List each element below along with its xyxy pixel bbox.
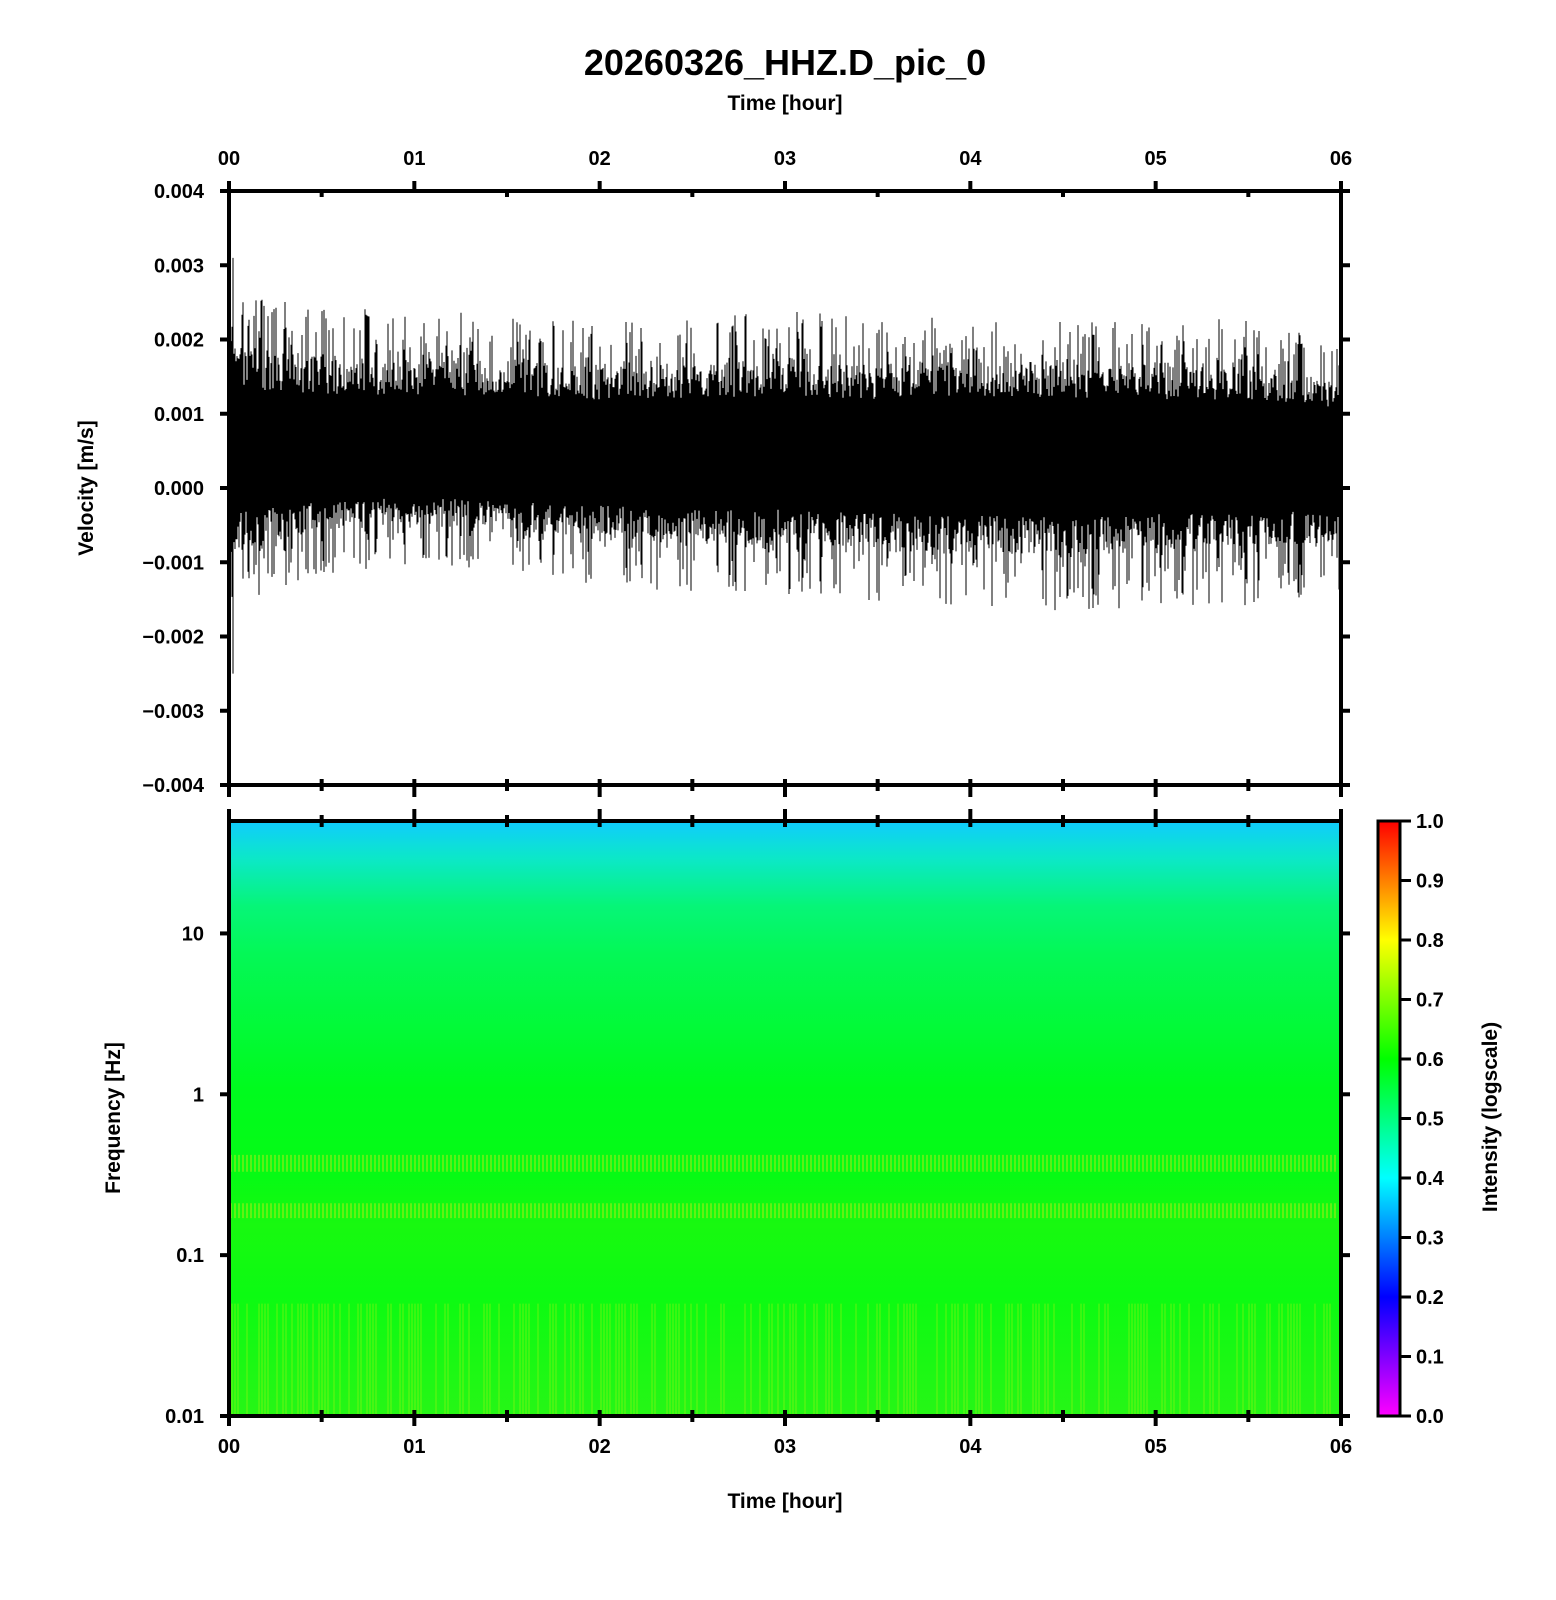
spectrogram-image xyxy=(231,823,1339,1414)
spectrogram-y-tick-label: 0.01 xyxy=(165,1406,204,1428)
spectrogram-frame-ticks xyxy=(220,809,1350,1426)
waveform-y-tick-label: −0.003 xyxy=(142,701,204,723)
chart-title: 20260326_HHZ.D_pic_0 xyxy=(584,42,986,83)
waveform-y-tick-label: −0.002 xyxy=(142,627,204,649)
top-x-tick-label: 04 xyxy=(959,148,982,170)
colorbar-tick-label: 1.0 xyxy=(1416,811,1444,833)
spectrogram-y-tick-label: 10 xyxy=(182,923,204,945)
waveform-y-ticks: 0.004 0.003 0.002 0.001 0.000 −0.001 −0.002 −0.… xyxy=(142,181,205,797)
colorbar-tick-label: 0.5 xyxy=(1416,1109,1444,1131)
colorbar-tick-label: 0.4 xyxy=(1416,1168,1445,1190)
waveform-y-tick-label: 0.003 xyxy=(154,255,204,277)
colorbar xyxy=(1376,819,1402,1418)
colorbar-tick-label: 0.3 xyxy=(1416,1228,1444,1250)
colorbar-tick-label: 0.1 xyxy=(1416,1347,1444,1369)
colorbar-tick-label: 0.9 xyxy=(1416,871,1444,893)
spectrogram-y-tick-label: 0.1 xyxy=(176,1245,204,1267)
top-x-tick-label: 06 xyxy=(1330,148,1352,170)
bottom-x-tick-label: 00 xyxy=(218,1436,240,1458)
bottom-x-tick-label: 03 xyxy=(774,1436,796,1458)
bottom-x-tick-label: 04 xyxy=(959,1436,982,1458)
bottom-x-tick-label: 05 xyxy=(1145,1436,1167,1458)
spectrogram-x-ticks: 00 01 02 03 04 05 06 xyxy=(218,1436,1352,1458)
waveform-y-axis-label: Velocity [m/s] xyxy=(75,420,98,555)
spectrogram-y-ticks: 10 1 0.1 0.01 xyxy=(165,923,204,1428)
top-x-tick-label: 00 xyxy=(218,148,240,170)
bottom-x-axis-label: Time [hour] xyxy=(727,1490,842,1513)
colorbar-ticks: 1.0 0.9 0.8 0.7 0.6 0.5 0.4 0.3 0.2 0.1 0.0 xyxy=(1400,811,1445,1428)
colorbar-label: Intensity (logscale) xyxy=(1479,1022,1502,1212)
bottom-x-tick-label: 02 xyxy=(589,1436,611,1458)
spectrogram-y-axis-label: Frequency [Hz] xyxy=(102,1042,125,1194)
colorbar-tick-label: 0.2 xyxy=(1416,1287,1444,1309)
waveform-frame-ticks xyxy=(220,181,1350,797)
top-x-tick-label: 02 xyxy=(589,148,611,170)
waveform-y-tick-label: −0.001 xyxy=(142,552,204,574)
top-x-tick-label: 03 xyxy=(774,148,796,170)
waveform-top-x-ticks: 00 01 02 03 04 05 06 xyxy=(218,148,1352,170)
waveform-y-tick-label: 0.001 xyxy=(154,404,204,426)
waveform-y-tick-label: 0.000 xyxy=(154,478,204,500)
bottom-x-tick-label: 01 xyxy=(403,1436,425,1458)
waveform-y-tick-label: 0.004 xyxy=(154,181,205,203)
colorbar-tick-label: 0.0 xyxy=(1416,1406,1444,1428)
spectrogram-y-tick-label: 1 xyxy=(193,1084,204,1106)
colorbar-tick-label: 0.7 xyxy=(1416,990,1444,1012)
colorbar-tick-label: 0.8 xyxy=(1416,930,1444,952)
top-x-tick-label: 01 xyxy=(403,148,425,170)
waveform-y-tick-label: 0.002 xyxy=(154,330,204,352)
waveform-trace xyxy=(229,348,1341,558)
spectrogram-texture xyxy=(230,1154,1336,1414)
top-x-tick-label: 05 xyxy=(1145,148,1167,170)
waveform-y-tick-label: −0.004 xyxy=(142,775,205,797)
top-x-axis-label: Time [hour] xyxy=(727,92,842,115)
spectrogram-low-frequency-striations xyxy=(231,1303,1331,1414)
colorbar-tick-label: 0.6 xyxy=(1416,1049,1444,1071)
bottom-x-tick-label: 06 xyxy=(1330,1436,1352,1458)
